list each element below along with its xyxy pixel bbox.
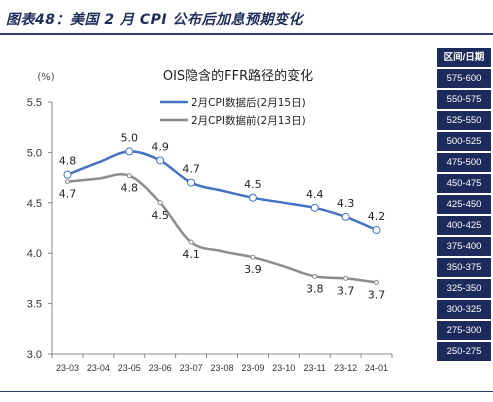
ffr-path-chart: OIS隐含的FFR路径的变化 (%) 3.0 3.5 4.0 4.5 5.0 5.5 23-03… [27,68,393,373]
data-point [187,178,196,187]
x-tick-label: 23-11 [304,363,326,373]
y-axis-unit-label: (%) [37,72,54,83]
legend-label: 2月CPI数据前(2月13日) [191,114,306,127]
figure-title: 图表48：美国 2 月 CPI 公布后加息预期变化 [6,12,303,28]
y-tick-label: 5.0 [27,147,42,159]
data-point [156,156,165,165]
data-point [343,275,349,281]
data-point [374,279,380,285]
rate-range-panel: 区间/日期 575-600 550-575 525-550 500-525 47… [437,48,491,363]
data-label: 4.5 [151,209,169,222]
data-point [372,226,381,235]
data-point [248,193,257,202]
panel-header: 区间/日期 [437,48,491,67]
x-tick-label: 23-09 [241,363,264,373]
x-tick-label: 24-01 [365,363,388,373]
x-tick-label: 23-03 [56,363,79,373]
data-label: 3.7 [368,288,386,301]
data-point [250,254,256,260]
y-tick-label: 3.0 [27,349,42,361]
panel-range-cell: 350-375 [437,258,491,277]
panel-range-cell: 475-500 [437,153,491,172]
x-tick-label: 23-05 [118,363,141,373]
data-point [126,173,132,179]
panel-range-cell: 325-350 [437,279,491,298]
x-tick-label: 23-04 [87,363,110,373]
series-line-after-cpi [66,150,378,232]
panel-range-cell: 450-475 [437,174,491,193]
data-label: 4.5 [244,178,262,191]
data-label: 4.3 [337,197,355,210]
x-tick-label: 23-06 [149,363,172,373]
panel-range-cell: 400-425 [437,216,491,235]
panel-range-cell: 250-275 [437,342,491,361]
y-tick-label: 4.5 [27,198,42,210]
data-label: 3.8 [306,282,324,295]
series-line-before-cpi [67,172,377,284]
panel-range-cell: 300-325 [437,300,491,319]
header-divider [0,33,493,35]
data-label: 4.8 [121,182,139,195]
data-label: 3.9 [244,263,262,276]
data-label: 4.1 [182,248,200,261]
data-label: 3.7 [337,284,355,297]
y-tick-label: 3.5 [27,299,42,311]
data-point [125,147,134,156]
data-point [64,179,70,185]
panel-range-cell: 575-600 [437,69,491,88]
panel-range-cell: 500-525 [437,132,491,151]
panel-range-cell: 425-450 [437,195,491,214]
data-point [312,273,318,279]
panel-range-cell: 550-575 [437,90,491,109]
legend-label: 2月CPI数据后(2月15日) [191,96,306,109]
data-point [310,203,319,212]
footer-divider [0,391,493,392]
data-label: 4.9 [151,140,169,153]
report-header: 图表48：美国 2 月 CPI 公布后加息预期变化 [0,0,493,36]
data-label: 4.2 [368,210,386,223]
x-tick-label: 23-12 [334,363,357,373]
data-label: 4.4 [306,188,324,201]
chart-title: OIS隐含的FFR路径的变化 [163,68,313,84]
data-label: 4.7 [59,188,77,201]
data-point [157,200,163,206]
data-point [63,170,72,179]
data-label: 5.0 [121,131,139,144]
panel-range-cell: 375-400 [437,237,491,256]
panel-range-cell: 525-550 [437,111,491,130]
data-point [341,212,350,221]
panel-range-cell: 275-300 [437,321,491,340]
x-tick-label: 23-07 [180,363,203,373]
y-tick-label: 5.5 [27,97,42,109]
data-point [188,239,194,245]
data-label: 4.7 [182,163,200,176]
x-tick-label: 23-10 [272,363,295,373]
y-tick-label: 4.0 [27,248,42,260]
x-tick-label: 23-08 [210,363,233,373]
data-label: 4.8 [59,155,77,168]
